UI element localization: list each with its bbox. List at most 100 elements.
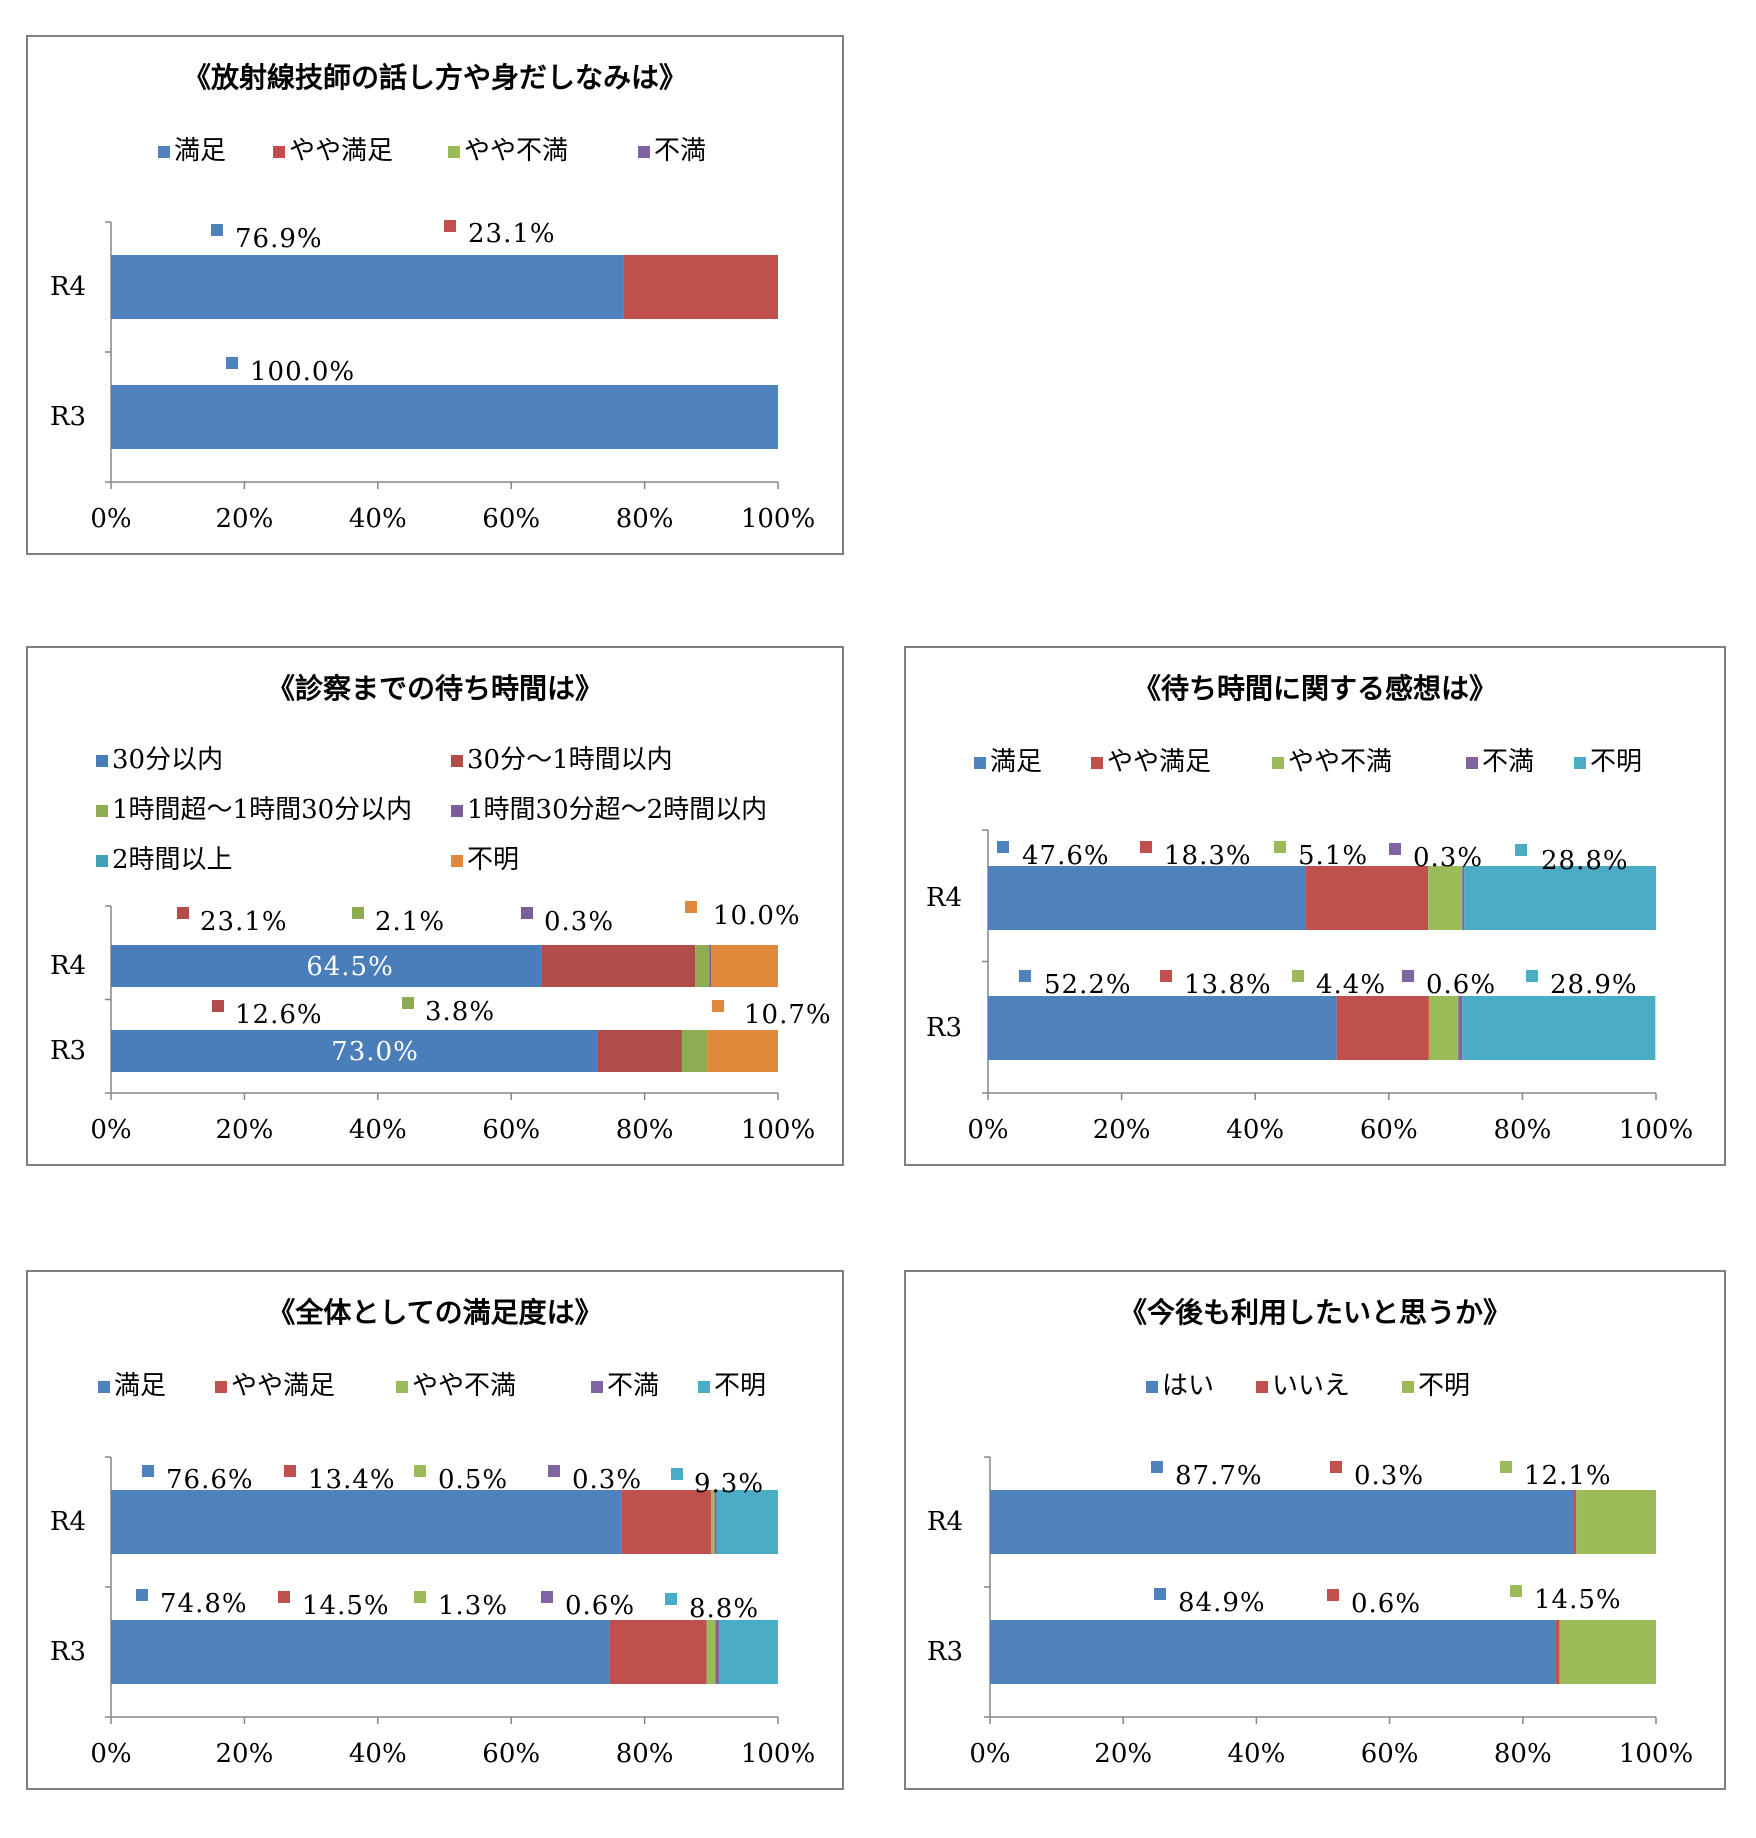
chart-panel-1: 《診察までの待ち時間は》 30分以内 30分～1時間以内 1時間超～1時間30分以内 1…: [26, 646, 844, 1166]
x-tick-label: 40%: [1226, 1115, 1284, 1145]
legend-label: 不明: [1418, 1371, 1470, 1401]
data-label-marker: [1019, 970, 1031, 982]
legend-swatch: [1146, 1381, 1158, 1393]
bar-segment: [111, 385, 778, 449]
bar-segment: [111, 255, 624, 319]
data-label: 87.7%: [1175, 1461, 1263, 1491]
bar-segment: [707, 1030, 778, 1072]
bar-segment: [623, 255, 778, 319]
data-label: 23.1%: [200, 907, 288, 937]
legend-label: はい: [1162, 1371, 1214, 1401]
legend-label: 1時間30分超～2時間以内: [467, 795, 767, 825]
chart-svg-4: 《今後も利用したいと思うか》はい いいえ 不明 0% 20% 40% 60% 80% 100% R…: [927, 1296, 1693, 1769]
data-label: 2.1%: [375, 907, 445, 937]
data-label-marker: [665, 1593, 677, 1605]
data-label-marker: [142, 1465, 154, 1477]
chart-svg-2: 《待ち時間に関する感想は》満足 やや満足 やや不満 不満 不明 0% 20% 40% 60% 80…: [926, 672, 1693, 1145]
category-label: R3: [50, 1637, 86, 1667]
bar-segment: [1428, 866, 1463, 930]
data-label-marker: [1402, 970, 1414, 982]
bar-segment: [706, 1620, 716, 1684]
bar-segment: [111, 1030, 598, 1072]
data-label-marker: [1526, 970, 1538, 982]
legend-swatch: [1466, 757, 1478, 769]
data-label-marker: [414, 1591, 426, 1603]
data-label-marker: [1160, 970, 1172, 982]
data-label: 0.3%: [1413, 843, 1483, 873]
data-label: 13.4%: [308, 1465, 396, 1495]
data-label: 100.0%: [250, 357, 355, 387]
data-label: 0.3%: [1354, 1461, 1424, 1491]
data-label: 3.8%: [425, 997, 495, 1027]
data-label: 74.8%: [160, 1589, 248, 1619]
x-tick-label: 80%: [1494, 1739, 1552, 1769]
data-label: 5.1%: [1298, 841, 1368, 871]
x-tick-label: 80%: [616, 504, 674, 534]
chart-panel-2: 《待ち時間に関する感想は》 満足 やや満足 やや不満 不満 不明 0% 20% 40% 60% 80…: [904, 646, 1726, 1166]
data-label: 12.6%: [235, 1000, 323, 1030]
legend-label: やや満足: [1107, 747, 1211, 777]
data-label-marker: [1330, 1461, 1342, 1473]
data-label-marker: [548, 1465, 560, 1477]
category-label: R3: [50, 402, 86, 432]
data-label-marker: [1389, 843, 1401, 855]
legend-label: やや不満: [412, 1371, 516, 1401]
x-tick-label: 100%: [741, 1115, 815, 1145]
data-label-marker: [226, 357, 238, 369]
x-tick-label: 80%: [1494, 1115, 1552, 1145]
legend-swatch: [1272, 757, 1284, 769]
data-label: 0.6%: [1351, 1589, 1421, 1619]
legend-label: いいえ: [1272, 1371, 1350, 1401]
bar-segment: [597, 1030, 682, 1072]
legend-label: 不満: [607, 1371, 659, 1401]
data-label: 10.7%: [744, 1000, 832, 1030]
data-label-inside: 73.0%: [331, 1037, 419, 1067]
bar-segment: [541, 945, 696, 987]
x-tick-label: 0%: [90, 1739, 131, 1769]
legend-label: 2時間以上: [112, 845, 233, 875]
legend-label: 満足: [990, 747, 1042, 777]
chart-svg-3: 《全体としての満足度は》満足 やや満足 やや不満 不満 不明 0% 20% 40% 60% 80%…: [50, 1296, 815, 1769]
category-label: R4: [50, 272, 86, 302]
legend-label: やや不満: [464, 136, 568, 166]
bar-segment: [711, 945, 778, 987]
data-label: 47.6%: [1022, 841, 1110, 871]
bar-segment: [111, 1490, 622, 1554]
data-label-marker: [1151, 1461, 1163, 1473]
legend-swatch: [1091, 757, 1103, 769]
data-label: 28.9%: [1550, 970, 1638, 1000]
data-label-marker: [1292, 970, 1304, 982]
legend-swatch: [451, 755, 463, 767]
chart-svg-1: 《診察までの待ち時間は》 30分以内 30分～1時間以内 1時間超～1時間30分以内 1…: [50, 672, 832, 1145]
legend-swatch: [96, 805, 108, 817]
legend-swatch: [638, 146, 650, 158]
data-label: 9.3%: [694, 1469, 764, 1499]
data-label-marker: [211, 224, 223, 236]
bar-segment: [1336, 996, 1429, 1060]
legend-swatch: [591, 1381, 603, 1393]
data-label-marker: [136, 1589, 148, 1601]
chart-title: 《診察までの待ち時間は》: [267, 672, 603, 705]
chart-panel-4: 《今後も利用したいと思うか》 はい いいえ 不明 0% 20% 40% 60% 80% 100% R…: [904, 1270, 1726, 1790]
data-label-marker: [671, 1468, 683, 1480]
data-label: 12.1%: [1524, 1461, 1612, 1491]
legend-swatch: [1256, 1381, 1268, 1393]
legend-swatch: [1402, 1381, 1414, 1393]
x-tick-label: 60%: [482, 1739, 540, 1769]
x-tick-label: 0%: [90, 504, 131, 534]
legend-label: 30分～1時間以内: [467, 745, 673, 775]
legend-swatch: [96, 755, 108, 767]
category-label: R4: [50, 951, 86, 981]
chart-title: 《放射線技師の話し方や身だしなみは》: [183, 61, 687, 94]
chart-title: 《待ち時間に関する感想は》: [1133, 672, 1497, 705]
data-label: 76.9%: [235, 224, 323, 254]
bar-segment: [1428, 996, 1459, 1060]
bar-segment: [715, 1620, 720, 1684]
legend-swatch: [98, 1381, 110, 1393]
x-tick-label: 60%: [1360, 1115, 1418, 1145]
x-tick-label: 60%: [1361, 1739, 1419, 1769]
data-label: 0.6%: [1426, 970, 1496, 1000]
data-label: 14.5%: [1534, 1585, 1622, 1615]
x-tick-label: 20%: [1094, 1739, 1152, 1769]
data-label-marker: [352, 907, 364, 919]
